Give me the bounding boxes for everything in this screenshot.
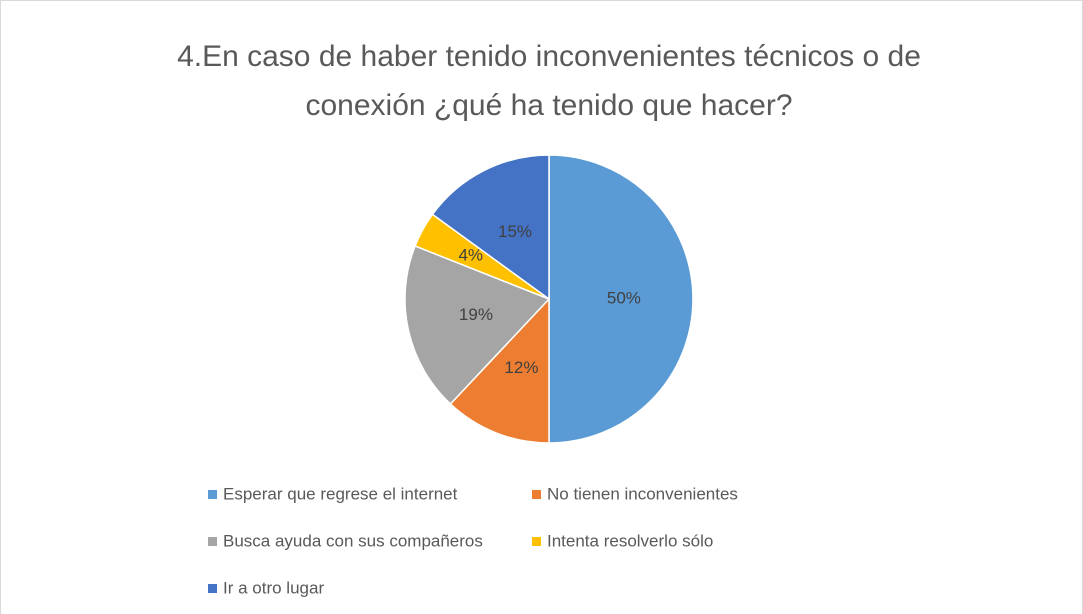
data-label: 15% — [498, 222, 532, 241]
legend-swatch — [532, 490, 541, 499]
pie-slice — [431, 154, 550, 301]
legend-swatch — [532, 537, 541, 546]
pie-slice — [548, 154, 694, 444]
data-label: 12% — [504, 358, 538, 377]
legend-label: Esperar que regrese el internet — [223, 484, 458, 503]
pie-slice — [449, 297, 550, 444]
chart-title: 4.En caso de haber tenido inconvenientes… — [177, 40, 921, 73]
data-label: 19% — [459, 305, 493, 324]
legend-swatch — [208, 584, 217, 593]
legend-label: Busca ayuda con sus compañeros — [223, 531, 483, 550]
data-label: 4% — [458, 245, 483, 264]
legend-swatch — [208, 490, 217, 499]
legend-label: No tienen inconvenientes — [547, 484, 738, 503]
chart-title: conexión ¿qué ha tenido que hacer? — [305, 89, 792, 122]
legend-swatch — [208, 537, 217, 546]
legend-label: Ir a otro lugar — [223, 578, 324, 597]
legend-label: Intenta resolverlo sólo — [547, 531, 713, 550]
data-label: 50% — [607, 288, 641, 307]
